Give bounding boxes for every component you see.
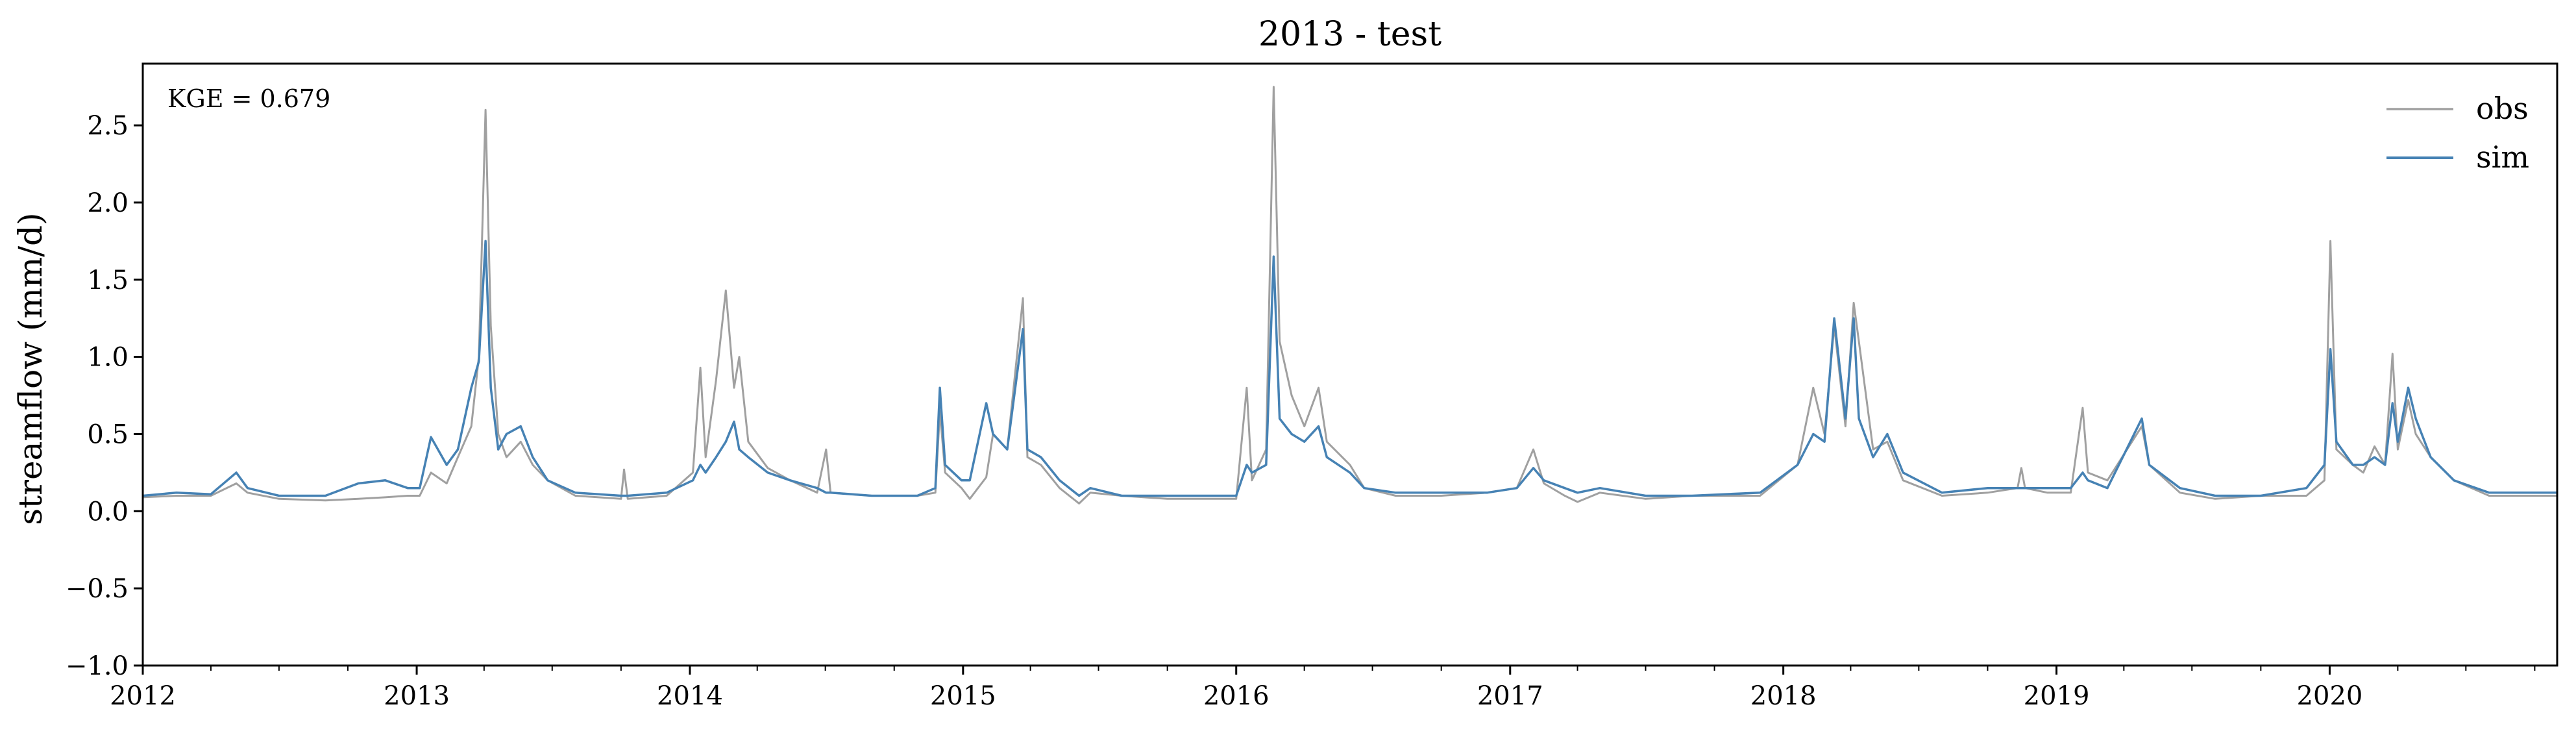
y-tick-label: −1.0 [66, 651, 129, 681]
legend-label-obs: obs [2476, 91, 2529, 126]
y-tick-label: 0.5 [87, 419, 129, 449]
x-tick-label: 2019 [2024, 681, 2090, 711]
x-tick-label: 2018 [1750, 681, 1817, 711]
y-tick-label: 2.5 [87, 111, 129, 141]
series-line-sim [143, 240, 2557, 497]
y-tick-label: −0.5 [66, 574, 129, 604]
series-layer [143, 86, 2557, 505]
y-axis-label: streamflow (mm/d) [12, 212, 49, 525]
x-tick-label: 2020 [2297, 681, 2363, 711]
chart-title: 2013 - test [1258, 15, 1441, 54]
x-tick-label: 2015 [930, 681, 996, 711]
x-tick-label: 2012 [110, 681, 176, 711]
legend-label-sim: sim [2476, 140, 2529, 175]
ticks-layer: −1.0 −0.5 0.0 0.5 1.0 1.5 2.0 2.5 2012 2013 2014 20… [66, 111, 2536, 711]
x-tick-label: 2017 [1477, 681, 1543, 711]
y-tick-label: 1.5 [87, 266, 129, 295]
kge-annotation: KGE = 0.679 [167, 84, 330, 113]
plot-frame [141, 62, 2558, 667]
legend: obs sim [2386, 91, 2529, 175]
x-tick-label: 2013 [384, 681, 450, 711]
x-tick-label: 2016 [1203, 681, 1270, 711]
y-tick-label: 2.0 [87, 188, 129, 218]
y-tick-label: 1.0 [87, 343, 129, 373]
y-tick-label: 0.0 [87, 497, 129, 527]
x-tick-label: 2014 [657, 681, 723, 711]
